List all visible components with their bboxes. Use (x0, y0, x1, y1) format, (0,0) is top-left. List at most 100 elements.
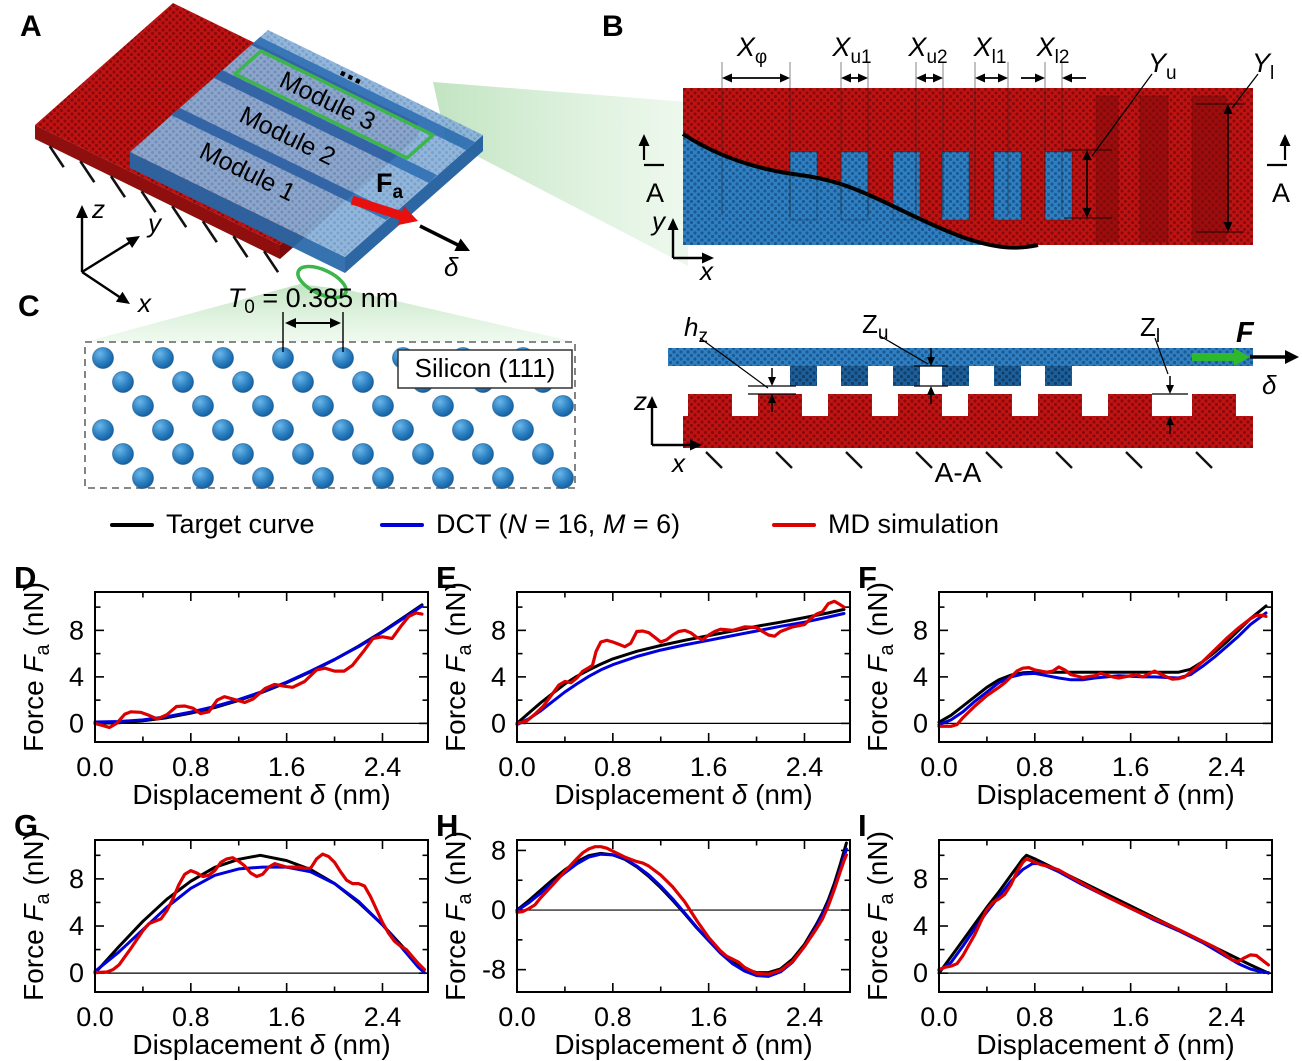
curve-dct (937, 611, 1268, 727)
y-tick-label: 8 (491, 615, 506, 645)
silicon-atom (192, 467, 214, 489)
lattice-constant-dimension (282, 312, 344, 352)
contact-boundary-curve (681, 132, 1039, 250)
silicon-atom (452, 419, 474, 441)
silicon-atom (212, 347, 234, 369)
panel-b-cross-section: hz Zu Zl F δ A-A z x (633, 309, 1299, 488)
panel-c-lattice: C T0 = 0.385 nm Silicon (111) (18, 283, 576, 489)
panel-a-arrows (76, 195, 470, 304)
section-ground-hatch-marks (705, 451, 1213, 469)
silicon-atom (532, 443, 554, 465)
section-a-left-label: A (646, 178, 664, 208)
y-tick-label: 4 (69, 662, 84, 692)
curve-target (93, 853, 426, 975)
upper-plate-section (668, 348, 1253, 366)
lower-groove-band (1191, 95, 1227, 243)
curve-md (93, 852, 426, 975)
x-tick-label: 2.4 (364, 1002, 402, 1032)
curve-md (93, 611, 424, 730)
silicon-atom (332, 419, 354, 441)
panel-letter-G: G (14, 808, 38, 843)
x-tick-label: 1.6 (268, 752, 306, 782)
panel-letter-I: I (858, 808, 867, 843)
y-tick-label: 0 (491, 895, 506, 925)
chart-panel-F: 0.0 0.8 1.6 2.4 0 4 8 F Displacement δ (nm) Force… (858, 560, 1273, 810)
lower-tooth-section (968, 394, 1012, 416)
silicon-atom (192, 395, 214, 417)
material-label-box (397, 349, 573, 389)
upper-teeth-section (790, 366, 1072, 386)
section-axis-z-label: z (633, 386, 647, 416)
chart-panel-G: 0.0 0.8 1.6 2.4 0 4 8 G Displacement δ (nm) Force… (14, 808, 429, 1060)
force-displacement-charts: 0.0 0.8 1.6 2.4 0 4 8 D Displacement δ (nm) Force… (14, 560, 1273, 1060)
y-axis-title: Force Fa (nN) (440, 582, 476, 752)
y-tick-label: 8 (69, 615, 84, 645)
silicon-atom (432, 395, 454, 417)
y-axis-title: Force Fa (nN) (18, 582, 54, 752)
silicon-atom (412, 443, 434, 465)
silicon-atom (232, 371, 254, 393)
pull-force-label: F (1236, 317, 1255, 349)
x-tick-label: 1.6 (690, 1002, 728, 1032)
x-tick-label: 1.6 (268, 1002, 306, 1032)
y-tick-label: 8 (491, 835, 506, 865)
dim-label-2: Xu2 (907, 32, 947, 68)
curve-dct (515, 612, 846, 727)
lower-tooth-section (1108, 394, 1152, 416)
lower-groove-band (1139, 95, 1169, 243)
panel-letter-H: H (436, 808, 458, 843)
axis-x-label: x (136, 288, 152, 318)
dim-hz-label: hz (684, 312, 708, 347)
dim-yl-label: Yl (1252, 48, 1274, 84)
lower-tooth-section (828, 394, 872, 416)
lower-tooth-section (898, 394, 942, 416)
silicon-atom (232, 443, 254, 465)
dim-label-4: Xl2 (1036, 32, 1070, 68)
panel-b-axis-y-label: y (650, 206, 667, 236)
x-tick-label: 1.6 (690, 752, 728, 782)
legend-label-md: MD simulation (828, 509, 1000, 539)
panel-b-top-view: B Xφ Xu1 Xu2 Xl1 Xl2 Yu Yl A A y x (602, 10, 1291, 286)
y-tick-label: 8 (69, 864, 84, 894)
y-tick-label: -8 (482, 955, 506, 985)
applied-force-label: Fa (376, 168, 404, 203)
legend-item-md: MD simulation (772, 509, 999, 540)
silicon-atom (372, 395, 394, 417)
lower-plate-front-left-face (35, 125, 280, 259)
x-tick-label: 0.8 (172, 752, 210, 782)
silicon-atom (132, 395, 154, 417)
dim-label-3: Xl1 (973, 32, 1007, 68)
lower-plate-section (683, 416, 1253, 448)
panel-b-letter: B (602, 10, 624, 43)
x-axis-title: Displacement δ (nm) (132, 779, 390, 810)
y-tick-label: 4 (69, 911, 84, 941)
upper-tooth-section (841, 366, 868, 386)
chart-panel-I: 0.0 0.8 1.6 2.4 0 4 8 I Displacement δ (nm) Force… (858, 808, 1273, 1060)
material-label: Silicon (111) (415, 353, 556, 383)
x-axis-title: Displacement δ (nm) (554, 779, 812, 810)
upper-tooth-section (790, 366, 817, 386)
x-tick-label: 0.8 (1016, 1002, 1054, 1032)
curve-dct (93, 604, 424, 724)
module-stripe (251, 37, 475, 150)
panel-b-dimension-graphics (638, 62, 1291, 264)
silicon-atom (112, 443, 134, 465)
section-delta-label: δ (1262, 370, 1277, 400)
upper-tooth-section (994, 366, 1021, 386)
panel-letter-E: E (436, 560, 457, 595)
silicon-atom (292, 443, 314, 465)
silicon-atom (492, 467, 514, 489)
x-tick-label: 2.4 (786, 1002, 824, 1032)
lower-tooth-section (688, 394, 732, 416)
y-tick-label: 4 (913, 662, 928, 692)
curve-md (515, 845, 849, 976)
module-stripe (171, 108, 395, 220)
y-tick-label: 0 (69, 958, 84, 988)
panel-a-3d-view: A Module 1 Module 2 Module 3 (20, 3, 483, 318)
chart-panel-E: 0.0 0.8 1.6 2.4 0 4 8 E Displacement δ (nm) Force… (436, 560, 851, 810)
y-axis-title: Force Fa (nN) (440, 831, 476, 1001)
panel-letter-D: D (14, 560, 36, 595)
lattice-constant-label: T0 = 0.385 nm (228, 283, 398, 318)
upper-plate-top-face (130, 30, 483, 257)
